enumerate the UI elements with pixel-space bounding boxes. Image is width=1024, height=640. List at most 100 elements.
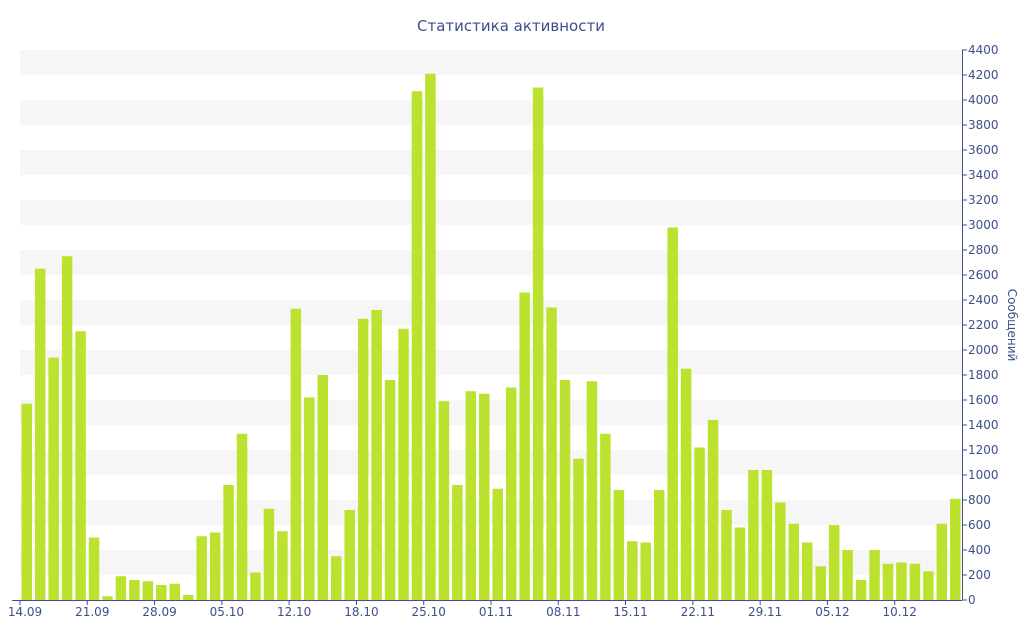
y-tick-label: 2200 xyxy=(968,318,999,332)
bar xyxy=(357,318,369,600)
y-tick-label: 1200 xyxy=(968,443,999,457)
x-tick-label: 10.12 xyxy=(883,605,917,619)
bar xyxy=(923,571,934,600)
bar xyxy=(196,536,207,600)
bar xyxy=(384,380,396,600)
y-tick-label: 3200 xyxy=(968,193,999,207)
y-tick-label: 1000 xyxy=(968,468,999,482)
bar xyxy=(75,331,86,600)
y-tick-label: 1600 xyxy=(968,393,999,407)
y-tick-label: 4400 xyxy=(968,43,999,57)
x-tick-label: 22.11 xyxy=(681,605,715,619)
bar xyxy=(694,447,705,600)
y-tick-label: 400 xyxy=(968,543,991,557)
bar xyxy=(627,541,638,600)
y-tick-label: 0 xyxy=(968,593,976,607)
bar xyxy=(532,87,544,600)
bar xyxy=(896,562,907,600)
bar xyxy=(398,328,409,600)
bar xyxy=(250,572,261,600)
x-tick-label: 28.09 xyxy=(142,605,176,619)
y-axis-label: Сообщений xyxy=(1005,289,1019,362)
bar xyxy=(586,381,598,600)
bar xyxy=(721,510,732,600)
grid-band xyxy=(20,350,962,375)
bar xyxy=(452,485,463,600)
bar xyxy=(34,268,46,600)
bar xyxy=(600,433,611,600)
x-tick-label: 18.10 xyxy=(344,605,378,619)
bar xyxy=(21,403,32,600)
bar xyxy=(344,510,355,600)
grid-band xyxy=(20,250,962,275)
grid-bands xyxy=(20,50,962,575)
bar xyxy=(653,490,665,600)
x-tick-label: 29.11 xyxy=(748,605,782,619)
bar xyxy=(223,485,234,600)
x-tick-label: 05.12 xyxy=(815,605,849,619)
bar xyxy=(546,307,557,600)
bar xyxy=(317,375,329,600)
bar xyxy=(277,531,288,600)
bars xyxy=(21,73,961,600)
y-tick-label: 1800 xyxy=(968,368,999,382)
bar xyxy=(61,256,73,600)
y-tick-label: 1400 xyxy=(968,418,999,432)
bar xyxy=(236,433,248,600)
grid-band xyxy=(20,100,962,125)
bar xyxy=(290,308,302,600)
bar xyxy=(882,563,894,600)
bar xyxy=(573,458,584,600)
bar xyxy=(801,542,813,600)
bar xyxy=(479,393,490,600)
bar xyxy=(169,583,181,600)
bar xyxy=(519,292,530,600)
bar xyxy=(680,368,692,600)
bar xyxy=(842,550,853,600)
bar xyxy=(371,310,382,600)
bar xyxy=(855,580,867,600)
bar xyxy=(182,595,194,600)
grid-band xyxy=(20,400,962,425)
x-tick-label: 12.10 xyxy=(277,605,311,619)
bar xyxy=(304,397,315,600)
bar xyxy=(707,420,719,600)
x-tick-label: 08.11 xyxy=(546,605,580,619)
bar xyxy=(828,525,840,600)
y-tick-label: 800 xyxy=(968,493,991,507)
bar xyxy=(142,581,154,600)
bar xyxy=(48,357,59,600)
bar xyxy=(909,563,921,600)
y-tick-label: 3600 xyxy=(968,143,999,157)
bar xyxy=(640,542,652,600)
y-tick-label: 3800 xyxy=(968,118,999,132)
bar xyxy=(613,490,625,600)
grid-band xyxy=(20,500,962,525)
bar xyxy=(115,576,127,600)
y-tick-label: 3400 xyxy=(968,168,999,182)
bar xyxy=(88,537,100,600)
bar xyxy=(559,380,571,600)
x-axis: 14.09 21.09 28.09 05.10 12.10 18.10 25.10 01.11… xyxy=(8,600,962,619)
x-tick-label: 15.11 xyxy=(613,605,647,619)
grid-band xyxy=(20,150,962,175)
bar xyxy=(263,508,275,600)
bar xyxy=(950,498,961,600)
bar xyxy=(102,596,113,600)
bar xyxy=(492,488,503,600)
bar xyxy=(209,532,221,600)
bar xyxy=(156,585,167,600)
bar xyxy=(129,580,140,600)
x-tick-label: 05.10 xyxy=(210,605,244,619)
bar xyxy=(425,73,436,600)
bar xyxy=(505,387,517,600)
bar xyxy=(438,401,450,600)
y-tick-label: 2400 xyxy=(968,293,999,307)
y-axis: 0 200 400 600 800 1000 1200 1400 1600 1800 2000 220… xyxy=(962,43,999,607)
x-tick-label: 25.10 xyxy=(412,605,446,619)
bar xyxy=(667,227,678,600)
grid-band xyxy=(20,450,962,475)
grid-band xyxy=(20,200,962,225)
